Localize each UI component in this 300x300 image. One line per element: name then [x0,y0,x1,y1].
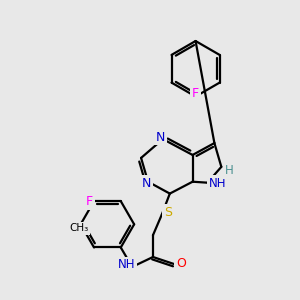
Text: CH₃: CH₃ [69,223,88,233]
Text: O: O [176,257,186,270]
Text: NH: NH [208,177,226,190]
Text: N: N [141,177,151,190]
Text: NH: NH [118,258,135,272]
Text: S: S [164,206,172,219]
Text: H: H [225,164,234,177]
Text: F: F [85,195,93,208]
Text: F: F [192,87,199,100]
Text: N: N [156,130,166,144]
